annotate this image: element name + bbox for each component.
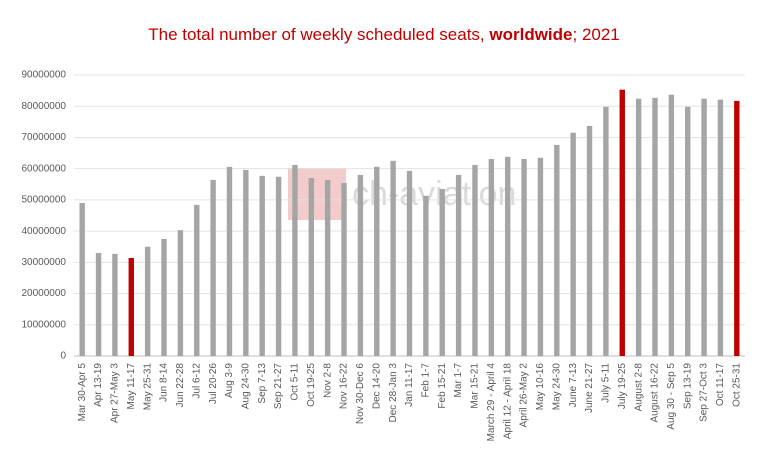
bar bbox=[324, 179, 331, 356]
x-tick-label: Jun 22-28 bbox=[175, 363, 186, 408]
bar bbox=[144, 246, 151, 356]
watermark-logo bbox=[288, 168, 346, 220]
x-tick-label: May 10-16 bbox=[535, 363, 546, 411]
bar bbox=[701, 98, 707, 357]
bar bbox=[292, 164, 298, 356]
bar bbox=[455, 174, 462, 356]
x-tick-label: Feb 15-21 bbox=[437, 363, 448, 409]
y-tick-label: 0 bbox=[60, 351, 66, 362]
bar bbox=[652, 97, 658, 356]
title-part: ; 2021 bbox=[573, 25, 620, 44]
y-tick-label: 80000000 bbox=[22, 101, 67, 112]
x-tick-label: Nov 2-8 bbox=[322, 363, 333, 398]
x-tick-label: May 11-17 bbox=[126, 363, 137, 410]
bar bbox=[439, 188, 445, 356]
x-tick-label: Dec 28-Jan 3 bbox=[388, 363, 399, 423]
bar bbox=[635, 98, 642, 357]
x-tick-label: Mar 30-Apr 5 bbox=[77, 363, 88, 422]
y-tick-label: 40000000 bbox=[22, 226, 67, 237]
y-tick-label: 60000000 bbox=[22, 163, 67, 174]
bar bbox=[275, 176, 282, 356]
bar bbox=[308, 178, 315, 356]
x-tick-label: March 29 - April 4 bbox=[486, 363, 497, 442]
bar bbox=[537, 157, 544, 356]
title-part: The total number of weekly scheduled sea… bbox=[148, 25, 489, 44]
x-tick-label: April 12 - April 18 bbox=[502, 363, 513, 440]
x-tick-label: Sep 13-19 bbox=[682, 363, 693, 410]
bar bbox=[243, 169, 249, 356]
bar bbox=[79, 203, 85, 356]
x-tick-label: June 21-27 bbox=[584, 363, 595, 413]
bar bbox=[374, 166, 380, 356]
y-tick-label: 10000000 bbox=[22, 319, 67, 330]
y-tick-label: 50000000 bbox=[22, 195, 67, 206]
x-tick-label: Apr 27-May 3 bbox=[110, 363, 121, 423]
x-tick-label: Jul 20-26 bbox=[208, 363, 219, 405]
x-tick-label: Jun 8-14 bbox=[159, 363, 170, 402]
bar bbox=[194, 204, 200, 356]
bar bbox=[390, 160, 396, 356]
bar bbox=[226, 166, 233, 356]
x-tick-label: Oct 25-31 bbox=[731, 363, 742, 407]
x-tick-label: Feb 1-7 bbox=[421, 363, 432, 398]
x-tick-label: Sep 27-Oct 3 bbox=[699, 363, 710, 422]
x-tick-label: Nov 16-22 bbox=[339, 363, 350, 410]
bar bbox=[488, 158, 495, 356]
bar bbox=[734, 100, 740, 356]
x-tick-label: Aug 3-9 bbox=[224, 363, 235, 398]
bar bbox=[504, 156, 511, 356]
bar bbox=[472, 164, 478, 356]
x-tick-label: Nov 30-Dec 6 bbox=[355, 363, 366, 425]
title-part: worldwide bbox=[488, 25, 572, 44]
x-tick-label: Aug 30 - Sep 5 bbox=[666, 363, 677, 430]
bar bbox=[554, 144, 560, 356]
bar bbox=[95, 252, 102, 356]
x-tick-label: July 5-11 bbox=[601, 363, 612, 403]
bar bbox=[603, 106, 609, 356]
bar bbox=[112, 253, 118, 356]
x-tick-label: Jan 11-17 bbox=[404, 363, 415, 407]
bar bbox=[423, 195, 429, 356]
y-tick-label: 90000000 bbox=[22, 70, 67, 81]
x-tick-label: May 25-31 bbox=[142, 363, 153, 411]
bar bbox=[210, 179, 216, 356]
bar bbox=[161, 238, 167, 356]
x-tick-label: Oct 19-25 bbox=[306, 363, 317, 407]
bar bbox=[357, 174, 364, 356]
bar bbox=[668, 94, 675, 357]
x-tick-label: Mar 15-21 bbox=[470, 363, 481, 409]
x-tick-label: Jul 6-12 bbox=[191, 363, 202, 399]
bar bbox=[586, 125, 593, 357]
x-tick-label: Oct 11-17 bbox=[715, 363, 726, 407]
x-tick-label: Mar 1-7 bbox=[453, 363, 464, 398]
x-tick-label: August 16-22 bbox=[650, 363, 661, 423]
bar bbox=[128, 257, 134, 356]
x-tick-label: July 19-25 bbox=[617, 363, 628, 410]
x-tick-label: August 2-8 bbox=[633, 363, 644, 412]
x-tick-label: April 26-May 2 bbox=[519, 363, 530, 428]
bar bbox=[177, 230, 184, 356]
x-tick-label: Aug 24-30 bbox=[240, 363, 251, 410]
x-tick-label: Oct 5-11 bbox=[290, 363, 301, 401]
bar bbox=[406, 170, 413, 356]
x-tick-label: May 24-30 bbox=[551, 363, 562, 411]
bar bbox=[341, 183, 347, 356]
x-tick-label: Sep 21-27 bbox=[273, 363, 284, 410]
bar bbox=[685, 106, 691, 356]
chart-title: The total number of weekly scheduled sea… bbox=[148, 25, 620, 44]
bar bbox=[521, 158, 527, 356]
y-tick-label: 20000000 bbox=[22, 288, 67, 299]
bar bbox=[619, 89, 625, 357]
y-tick-label: 70000000 bbox=[22, 132, 67, 143]
y-tick-label: 30000000 bbox=[22, 257, 67, 268]
x-tick-label: June 7-13 bbox=[568, 363, 579, 408]
bar bbox=[717, 99, 724, 356]
x-tick-label: Apr 13-19 bbox=[93, 363, 104, 407]
bar bbox=[570, 132, 576, 356]
x-tick-label: Dec 14-20 bbox=[371, 363, 382, 410]
bar bbox=[259, 175, 265, 356]
x-tick-label: Sep 7-13 bbox=[257, 363, 268, 404]
